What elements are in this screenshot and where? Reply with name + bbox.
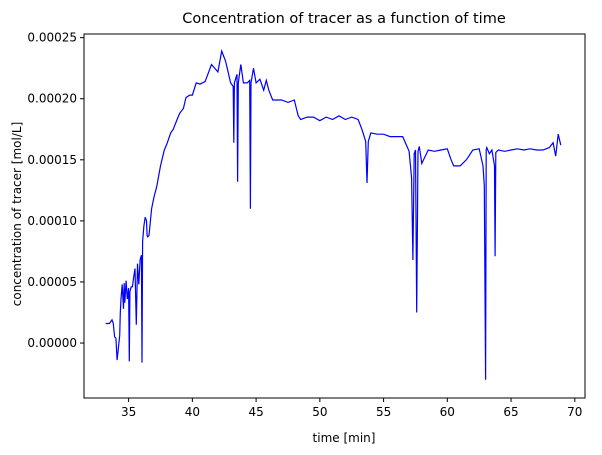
y-tick-label: 0.00000 [27,336,77,350]
y-tick-label: 0.00005 [27,275,77,289]
x-tick-label: 60 [440,405,455,419]
x-tick-label: 40 [185,405,200,419]
y-tick-label: 0.00020 [27,92,77,106]
x-tick-label: 45 [248,405,263,419]
series-line-0 [105,48,562,380]
x-axis: 35 40 45 50 55 60 65 70 [121,398,582,419]
x-tick-label: 50 [312,405,327,419]
x-tick-label: 55 [376,405,391,419]
x-tick-label: 65 [503,405,518,419]
y-tick-label: 0.00015 [27,153,77,167]
y-axis-label: concentration of tracer [mol/L] [10,122,24,306]
data-series [105,48,562,380]
y-tick-label: 0.00010 [27,214,77,228]
x-axis-label: time [min] [313,431,376,445]
y-tick-label: 0.00025 [27,31,77,45]
axes-frame [83,33,586,399]
x-tick-label: 35 [121,405,136,419]
plot-area [83,33,586,399]
chart-title: Concentration of tracer as a function of… [182,11,506,27]
x-tick-label: 70 [567,405,582,419]
y-axis: 0.00000 0.00005 0.00010 0.00015 0.00020 0.000… [27,31,84,350]
